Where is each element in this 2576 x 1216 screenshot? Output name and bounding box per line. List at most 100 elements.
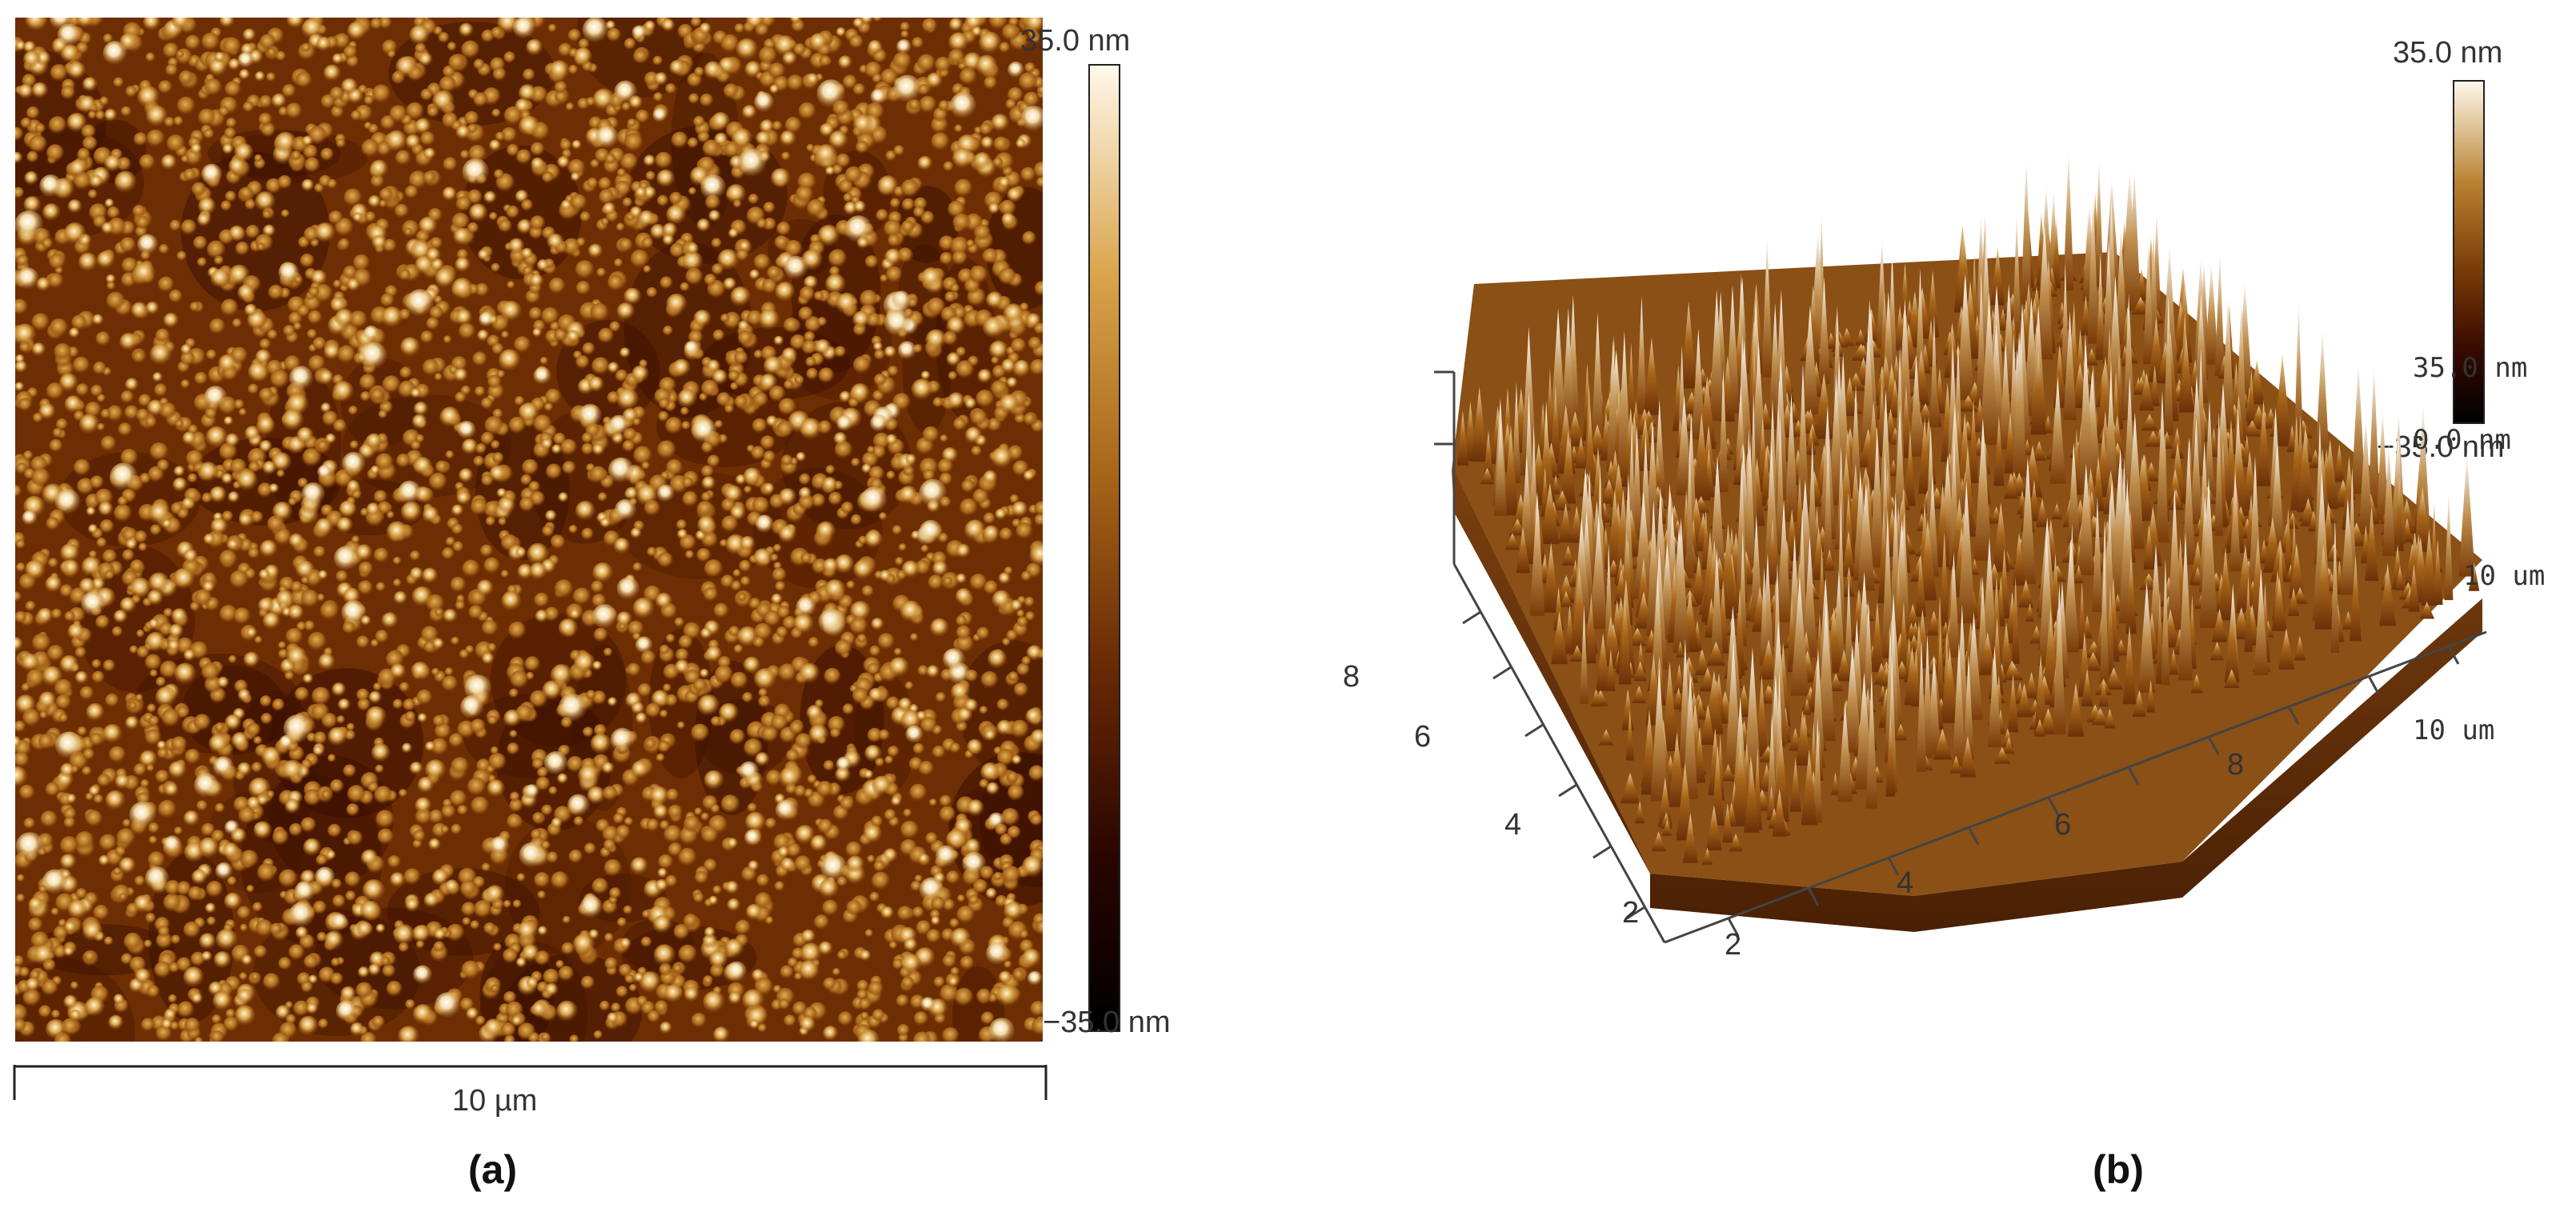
grain [251,762,262,774]
grain [976,390,995,408]
bright-grain [705,646,723,663]
grain [1028,765,1043,782]
bright-grain [573,47,593,66]
grain [219,605,238,623]
grain [561,942,575,956]
grain [942,954,957,969]
highlight-grain [870,88,887,106]
grain [1006,771,1020,784]
bright-grain [984,729,996,742]
grain [373,682,383,692]
grain [224,127,237,140]
grain [776,606,791,619]
grain [34,123,46,134]
bright-grain [662,222,678,238]
grain [433,941,446,953]
bright-grain [573,933,595,956]
grain [487,715,498,726]
bright-grain [508,238,525,254]
bright-grain [880,906,895,920]
grain [587,178,599,190]
grain [204,78,222,97]
surface-peak [1493,419,1508,516]
grain [823,977,837,991]
bright-grain [15,360,28,374]
grain [884,755,894,765]
grain [897,906,913,922]
afm-3d-surface [1434,149,2487,944]
grain [183,921,201,939]
surface-peak [1918,417,1931,494]
grain [869,891,880,902]
grain [95,614,110,630]
grain [703,586,719,602]
bright-grain [853,114,874,135]
grain [570,194,587,211]
grain [923,469,935,482]
bright-grain [413,1004,434,1025]
surface-peak [2067,442,2081,543]
highlight-grain [331,914,348,930]
grain [157,459,170,472]
grain [118,893,127,902]
bright-grain [236,988,254,1005]
bright-grain [253,821,272,840]
surface-peak [1471,386,1488,462]
grain [140,779,150,789]
grain [380,293,395,308]
bright-grain [515,190,529,204]
grain [787,74,804,92]
grain [125,86,138,98]
grain [877,633,895,650]
bright-grain [236,470,258,491]
grain [665,83,677,94]
grain [55,694,72,710]
bright-grain [215,928,238,951]
bright-grain [517,218,533,235]
grain [74,831,94,850]
bright-grain [323,64,341,82]
bright-grain [259,539,278,558]
bright-grain [675,659,691,675]
grain [873,373,887,387]
highlight-grain [42,869,68,894]
grain [853,356,871,374]
grain [1002,866,1021,886]
grain [327,178,338,190]
grain [751,418,767,434]
bright-grain [60,543,80,563]
grain [143,939,153,949]
bright-grain [526,38,543,56]
bright-grain [432,90,455,113]
grain [646,286,658,298]
grain [191,182,206,198]
bright-grain [623,287,642,306]
grain [939,806,956,823]
grain [655,753,665,762]
grain [682,477,694,489]
grain [603,838,616,852]
surface-peak [1558,502,1573,543]
surface-peak [1855,329,1866,346]
grain [859,290,879,309]
grain [528,1032,540,1042]
grain [15,562,26,573]
grain [93,361,106,375]
grain [682,490,699,507]
grain [859,998,871,1011]
grain [573,816,584,827]
highlight-grain [413,965,433,985]
surface-peak [1676,394,1693,496]
surface-peak [1969,399,1978,483]
grain [555,90,568,104]
grain [21,682,30,692]
grain [455,196,472,212]
bright-grain [174,662,197,685]
bright-grain [59,762,75,778]
grain [532,812,544,824]
bright-grain [63,222,86,245]
grain [704,559,723,578]
grain [503,990,517,1005]
grain [28,917,43,933]
grain [983,512,996,525]
